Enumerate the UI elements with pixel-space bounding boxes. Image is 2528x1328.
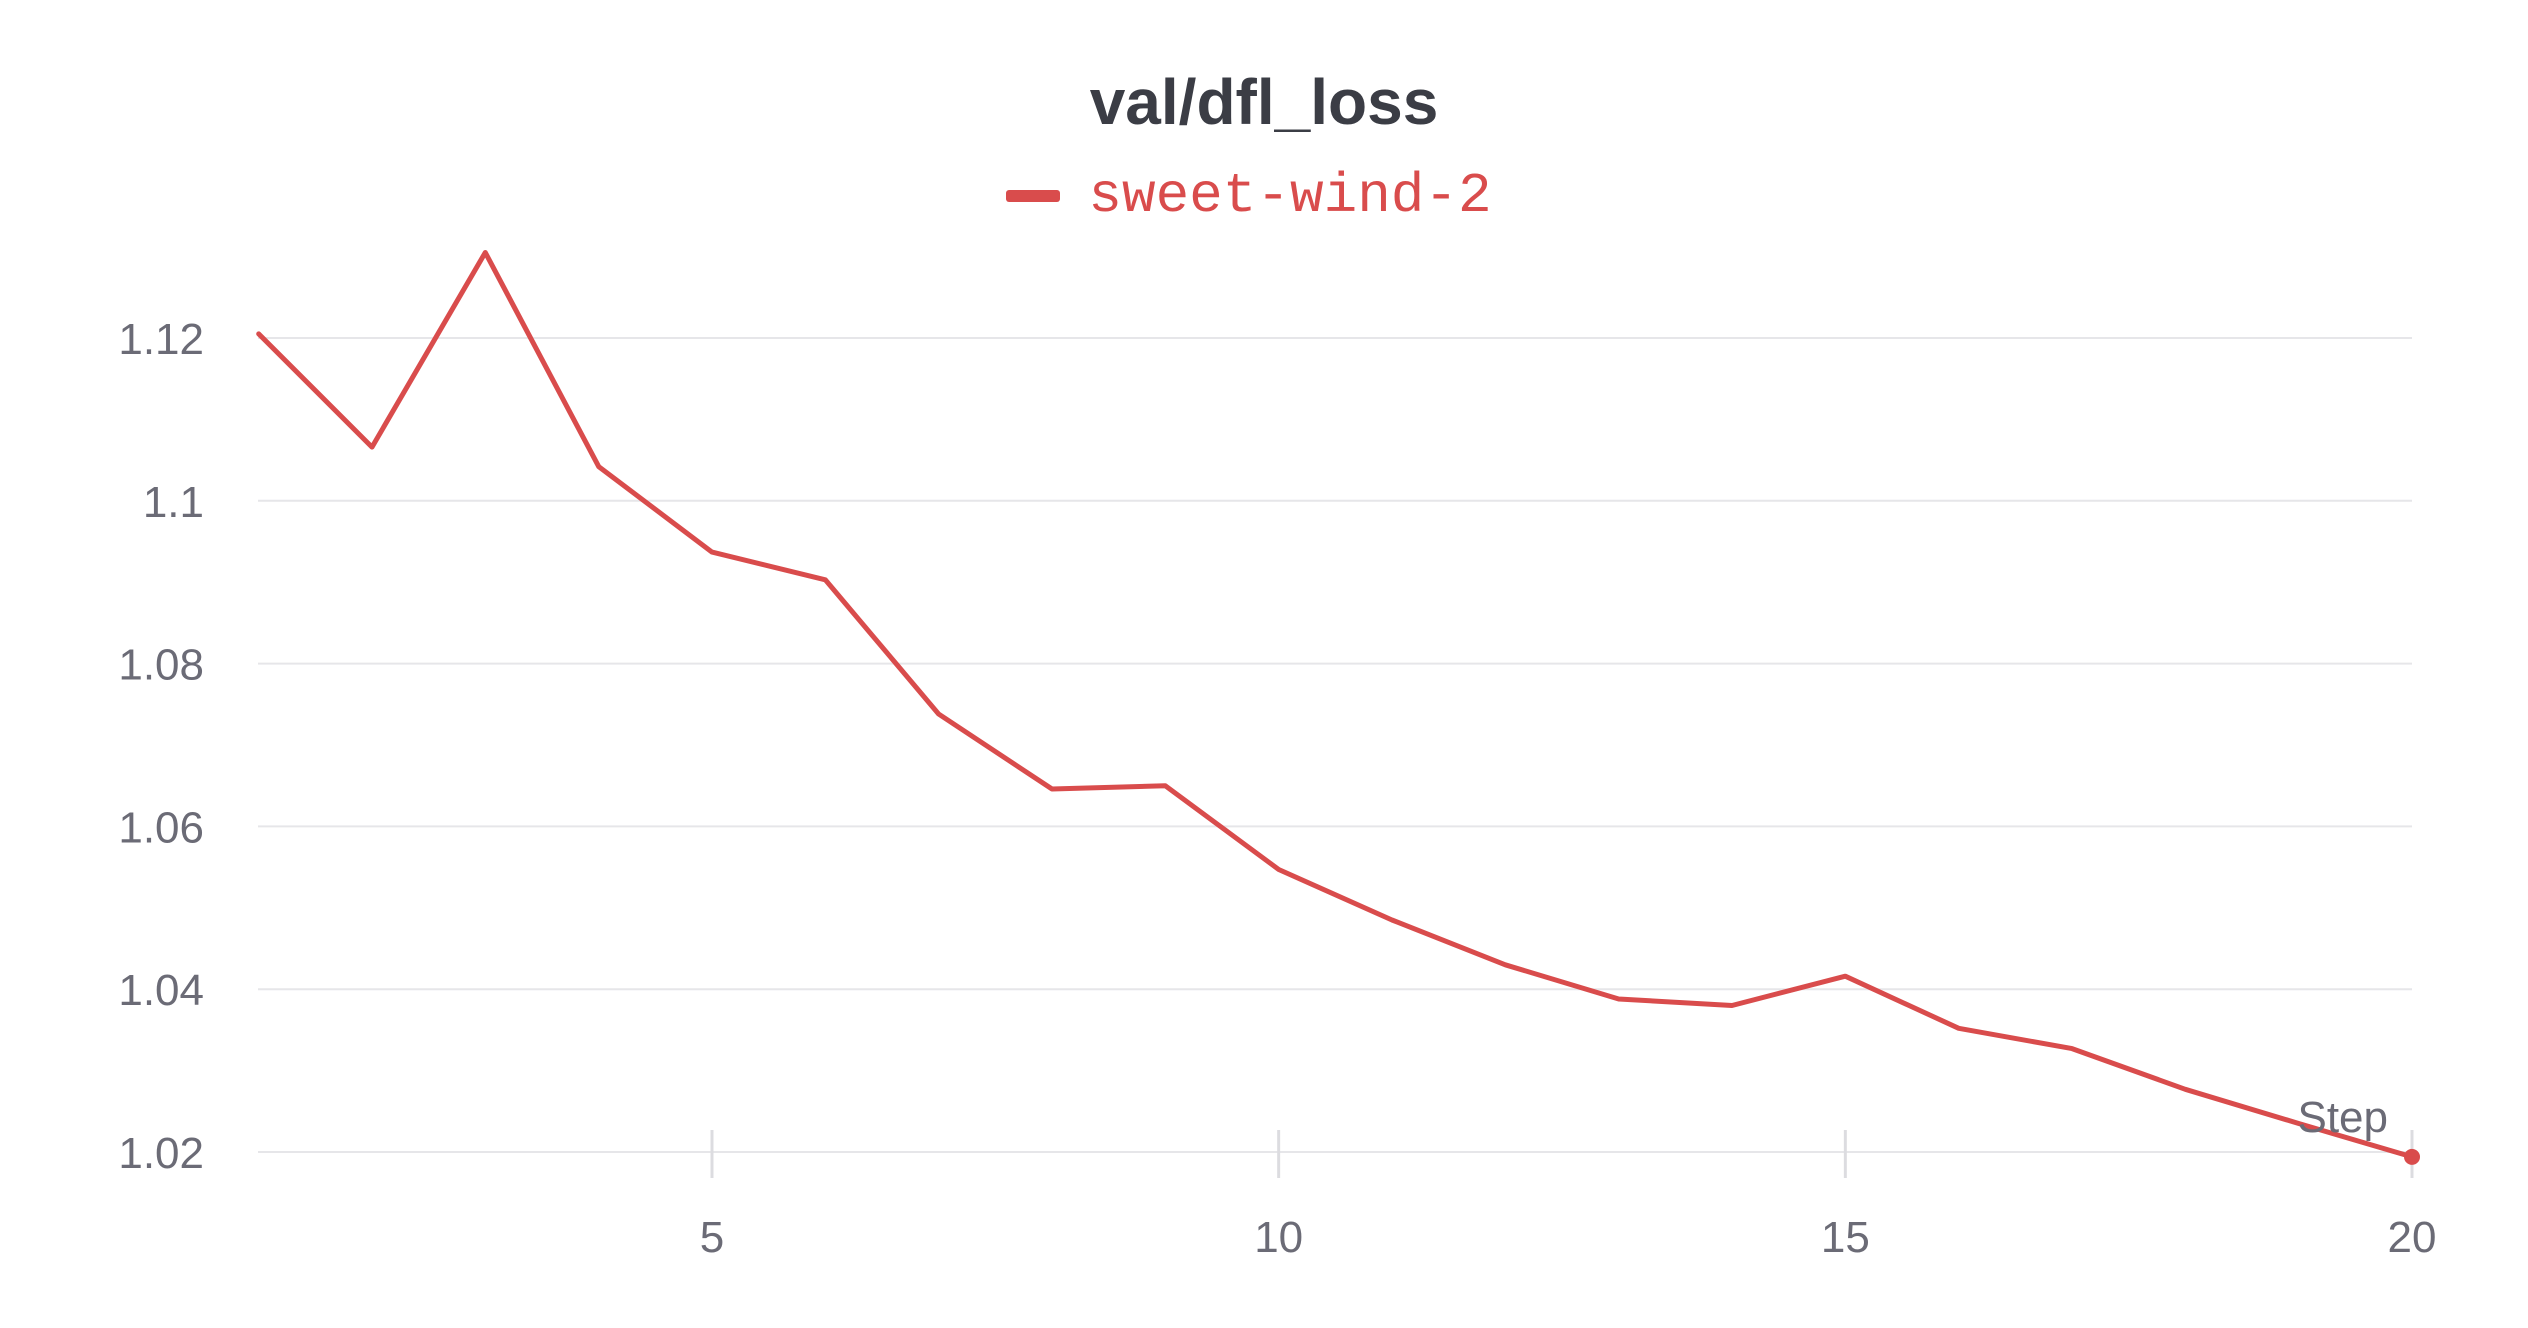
x-tick-label: 10	[1254, 1213, 1303, 1262]
y-tick-label: 1.08	[118, 641, 204, 690]
y-tick-label: 1.04	[118, 966, 204, 1015]
legend-swatch-sweet-wind-2	[1006, 190, 1061, 202]
x-tick-label: 20	[2388, 1213, 2437, 1262]
y-tick-label: 1.06	[118, 803, 204, 852]
chart-title: val/dfl_loss	[1089, 66, 1439, 138]
x-tick-label: 5	[700, 1213, 724, 1262]
y-tick-label: 1.1	[143, 478, 204, 527]
last-point-marker	[2404, 1148, 2420, 1165]
series-line-sweet-wind-2	[256, 250, 2415, 1160]
x-tick-label: 15	[1821, 1213, 1870, 1262]
legend: sweet-wind-2	[0, 160, 2528, 232]
x-axis-label: Step	[2297, 1093, 2388, 1142]
y-tick-label: 1.12	[118, 315, 204, 364]
y-tick-label: 1.02	[118, 1129, 204, 1178]
legend-label-sweet-wind-2[interactable]: sweet-wind-2	[1088, 164, 1492, 228]
